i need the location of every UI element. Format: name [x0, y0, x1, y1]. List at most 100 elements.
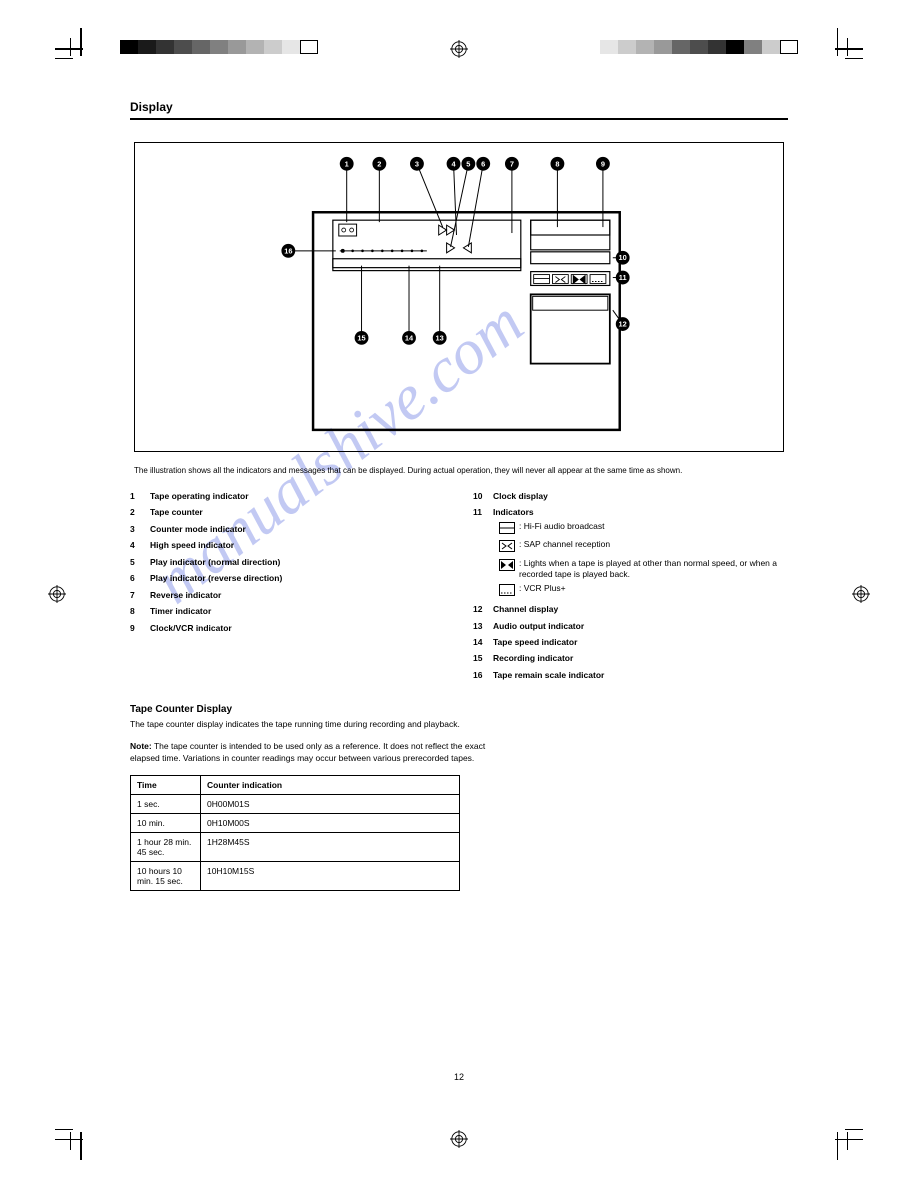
table-head: Time: [131, 776, 201, 795]
legend-body: Audio output indicator: [493, 621, 788, 632]
crop-mark: [70, 38, 71, 56]
stereo-icon: [499, 522, 515, 537]
legend-label: Tape speed indicator: [493, 637, 788, 648]
legend-num: 13: [473, 621, 487, 632]
legend-num: 2: [130, 507, 144, 518]
svg-text:15: 15: [357, 333, 365, 342]
legend-label: Recording indicator: [493, 653, 788, 664]
legend-row: 16Tape remain scale indicator: [473, 670, 788, 681]
table-cell: 10 min.: [131, 814, 201, 833]
indicator-line: : Lights when a tape is played at other …: [499, 558, 788, 581]
crop-mark: [847, 38, 848, 56]
vcrplus-icon: [499, 584, 515, 599]
counter-para: The tape counter display indicates the t…: [130, 719, 510, 731]
registration-mark: [450, 1130, 468, 1148]
table-row: 1 sec.0H00M01S: [131, 795, 460, 814]
legend-label: Tape remain scale indicator: [493, 670, 788, 681]
legend-body: Recording indicator: [493, 653, 788, 664]
crop-mark: [845, 58, 863, 59]
table-row: 10 min.0H10M00S: [131, 814, 460, 833]
sap-icon: [499, 540, 515, 555]
table-row: 1 hour 28 min. 45 sec.1H28M45S: [131, 833, 460, 862]
indicator-text: : VCR Plus+: [519, 583, 566, 594]
legend-label: Reverse indicator: [150, 590, 445, 601]
legend-body: Counter mode indicator: [150, 524, 445, 535]
indicator-text: : SAP channel reception: [519, 539, 610, 550]
legend-body: Tape counter: [150, 507, 445, 518]
crop-mark: [55, 1129, 73, 1130]
legend-row: 10 Clock display: [473, 491, 788, 502]
legend-left: 1Tape operating indicator2Tape counter3C…: [130, 491, 445, 687]
legend-num: 8: [130, 606, 144, 617]
legend-body: Tape speed indicator: [493, 637, 788, 648]
legend-num: 6: [130, 573, 144, 584]
table-cell: 0H00M01S: [201, 795, 460, 814]
table-cell: 1 sec.: [131, 795, 201, 814]
auto-icon: [499, 559, 515, 574]
svg-text:11: 11: [619, 273, 627, 282]
legend-label: Clock display: [493, 491, 788, 502]
indicator-text: : Lights when a tape is played at other …: [519, 558, 788, 581]
crop-mark: [55, 58, 73, 59]
crop-mark: [837, 28, 839, 56]
legend-label: Tape counter: [150, 507, 445, 518]
indicator-text: : Hi-Fi audio broadcast: [519, 521, 605, 532]
legend-num: 10: [473, 491, 487, 502]
legend-num: 3: [130, 524, 144, 535]
svg-text:2: 2: [377, 159, 381, 168]
legend-row: 14Tape speed indicator: [473, 637, 788, 648]
svg-text:12: 12: [619, 320, 627, 329]
legend-body: Channel display: [493, 604, 788, 615]
svg-text:7: 7: [510, 159, 514, 168]
svg-text:16: 16: [284, 246, 292, 255]
figure-note: The illustration shows all the indicator…: [134, 466, 784, 477]
legend-num: 12: [473, 604, 487, 615]
legend-row: 11Indicators: Hi-Fi audio broadcast: SAP…: [473, 507, 788, 599]
legend-label: Clock/VCR indicator: [150, 623, 445, 634]
table-cell: 0H10M00S: [201, 814, 460, 833]
legend-label: Audio output indicator: [493, 621, 788, 632]
legend-right: 10 Clock display 11Indicators: Hi-Fi audio…: [473, 491, 788, 687]
crop-mark: [80, 28, 82, 56]
legend-label: High speed indicator: [150, 540, 445, 551]
legend-label: Play indicator (reverse direction): [150, 573, 445, 584]
indicator-line: : SAP channel reception: [499, 539, 788, 555]
svg-text:8: 8: [555, 159, 559, 168]
crop-mark: [845, 1129, 863, 1130]
title-rule: [130, 118, 788, 120]
svg-text:5: 5: [466, 159, 470, 168]
legend-row: 12 Channel display: [473, 604, 788, 615]
crop-mark: [837, 1132, 839, 1160]
legend-label: Timer indicator: [150, 606, 445, 617]
crop-mark: [55, 1139, 83, 1141]
page-body: Display: [130, 100, 788, 1088]
counter-title: Tape Counter Display: [130, 704, 788, 715]
legend-num: 9: [130, 623, 144, 634]
svg-text:14: 14: [405, 333, 414, 342]
svg-text:1: 1: [345, 159, 349, 168]
crop-mark: [835, 1139, 863, 1141]
legend-row: 2 Tape counter: [130, 507, 445, 518]
indicator-line: : Hi-Fi audio broadcast: [499, 521, 788, 537]
legend-body: Tape operating indicator: [150, 491, 445, 502]
legend-body: Timer indicator: [150, 606, 445, 617]
legend-row: 8 Timer indicator: [130, 606, 445, 617]
svg-text:9: 9: [601, 159, 605, 168]
display-diagram: 12345678910111213141516: [134, 142, 784, 452]
legend-row: 9 Clock/VCR indicator: [130, 623, 445, 634]
legend-label: Counter mode indicator: [150, 524, 445, 535]
legend-label: Channel display: [493, 604, 788, 615]
legend-row: 1Tape operating indicator: [130, 491, 445, 502]
table-cell: 1 hour 28 min. 45 sec.: [131, 833, 201, 862]
legend-row: 15Recording indicator: [473, 653, 788, 664]
table-row: 10 hours 10 min. 15 sec.10H10M15S: [131, 862, 460, 891]
crop-mark: [835, 48, 863, 50]
table-cell: 1H28M45S: [201, 833, 460, 862]
registration-mark: [48, 585, 66, 603]
legend-row: 6 Play indicator (reverse direction): [130, 573, 445, 584]
counter-note-title: Note:: [130, 741, 152, 751]
legend-body: Play indicator (normal direction): [150, 557, 445, 568]
legend-row: 4High speed indicator: [130, 540, 445, 551]
legend-body: Play indicator (reverse direction): [150, 573, 445, 584]
registration-mark: [852, 585, 870, 603]
